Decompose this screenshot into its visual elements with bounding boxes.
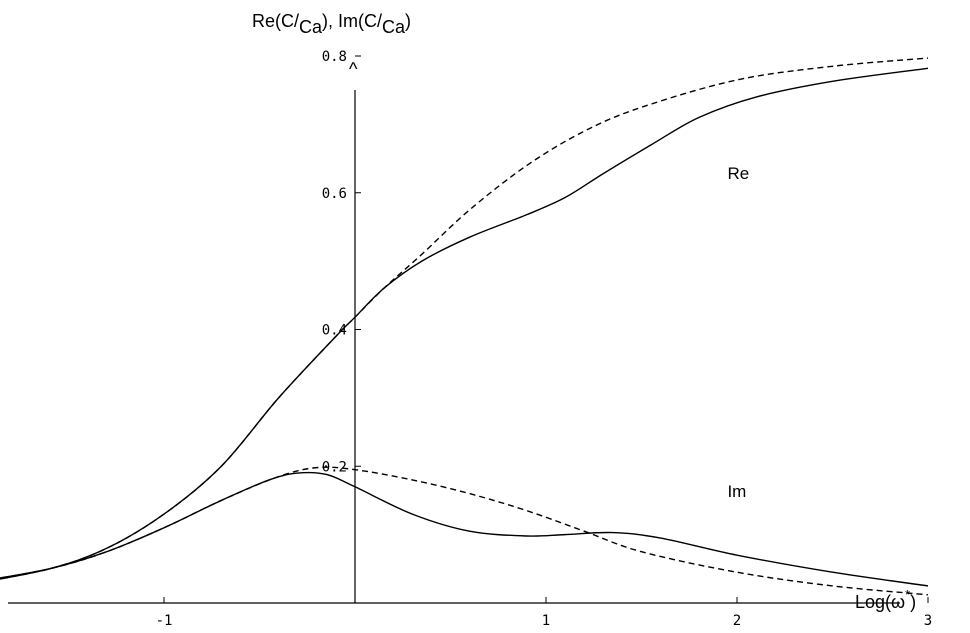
y-tick-label: 0.4 (322, 323, 347, 339)
annotation-layer: Re Im (727, 164, 749, 501)
series-annotation: Re (727, 164, 749, 183)
y-tick-label: 0.8 (322, 49, 347, 65)
x-tick-label: 1 (542, 613, 550, 629)
y-ticks: 0.20.40.60.8 (322, 49, 361, 475)
series-line-im-solid (0, 471, 929, 587)
x-tick-label: -1 (156, 613, 173, 629)
x-tick-label: 2 (733, 613, 741, 629)
x-axis-label: Log(ω*) (855, 587, 916, 612)
x-tick-label: 3 (924, 613, 932, 629)
y-tick-label: 0.6 (322, 186, 347, 202)
series-line-re-solid (0, 67, 929, 580)
series-line-re-dashed (0, 57, 929, 580)
series-annotation: Im (727, 482, 746, 501)
y-axis-arrow: ^ (349, 59, 358, 79)
y-axis-label: Re(C/Ca), Im(C/Ca) (252, 11, 411, 37)
series-layer (0, 57, 929, 596)
